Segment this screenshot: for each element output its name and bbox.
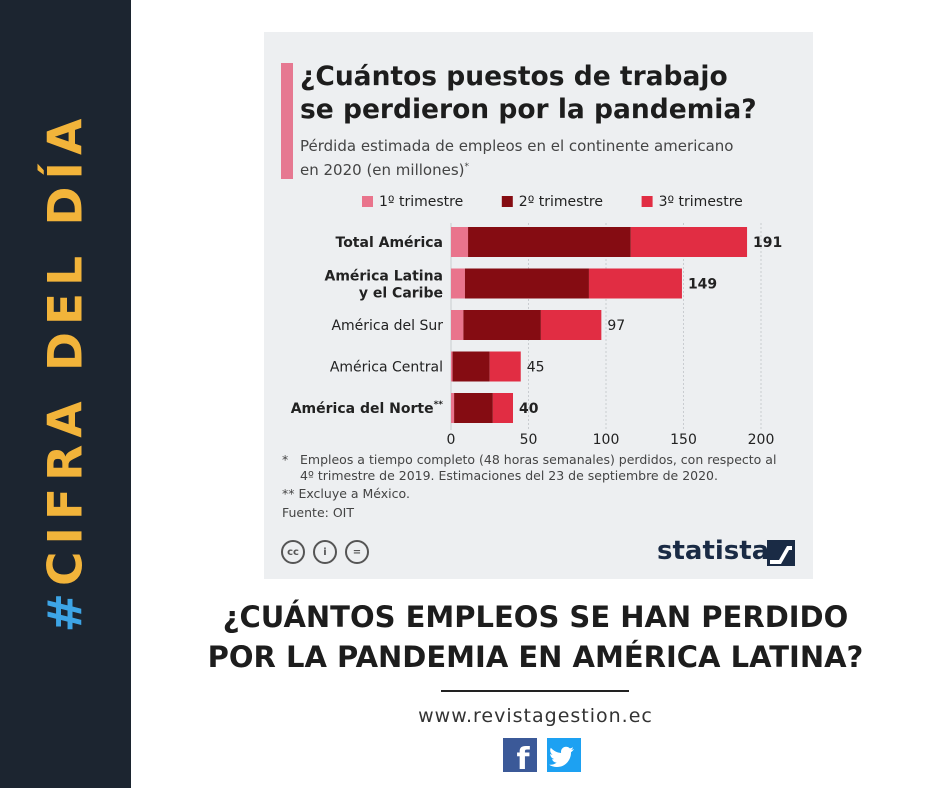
bar-segment-4-2 (452, 351, 490, 382)
legend-label-3: 3º trimestre (659, 194, 743, 210)
category-label-3: América del Sur (331, 318, 443, 334)
source-note: Fuente: OIT (282, 505, 354, 520)
infographic-card (264, 32, 813, 579)
side-label-text: CIFRA DEL DÍA (38, 111, 94, 586)
legend-swatch-1 (362, 196, 373, 207)
website-link[interactable]: www.revistagestion.ec (418, 705, 653, 727)
title-accent-bar (281, 63, 293, 179)
x-tick-label-50: 50 (520, 432, 538, 448)
bar-segment-3-3 (540, 310, 602, 340)
by-icon: i (313, 540, 337, 564)
statista-brand: statista (657, 536, 770, 566)
bar-segment-2-3 (588, 268, 682, 299)
subtitle-line-1: Pérdida estimada de empleos en el contin… (300, 137, 734, 155)
subtitle-footnote-mark: * (464, 162, 470, 172)
title-line-2: se perdieron por la pandemia? (300, 94, 757, 125)
bar-segment-5-2 (454, 393, 493, 423)
total-label-1: 191 (753, 235, 782, 251)
category-label-2: América Latina y el Caribe (324, 269, 443, 302)
bar-segment-4-1 (451, 351, 453, 382)
sidebar-panel: #CIFRA DEL DÍA (0, 0, 131, 788)
footnote-star-line-2: 4º trimestre de 2019. Estimaciones del 2… (300, 468, 718, 483)
bar-segment-2-1 (451, 268, 465, 299)
total-label-3: 97 (607, 318, 625, 334)
twitter-icon[interactable] (547, 738, 581, 772)
category-label-4: América Central (330, 360, 443, 376)
hashtag-symbol: # (38, 585, 94, 633)
legend-swatch-2 (501, 196, 513, 207)
footnote-star-mark: * (282, 452, 289, 467)
bar-segment-5-3 (492, 393, 513, 423)
divider-line (441, 690, 629, 692)
x-tick-label-200: 200 (748, 432, 775, 448)
category-label-1: Total América (336, 235, 444, 251)
category-label-5: América del Norte** (291, 400, 444, 417)
footnote-star-line-1: Empleos a tiempo completo (48 horas sema… (300, 452, 777, 467)
footnote-double-star: ** Excluye a México. (282, 486, 410, 501)
bar-segment-2-2 (464, 268, 589, 299)
legend-label-2: 2º trimestre (519, 194, 603, 210)
bar-segment-1-2 (468, 227, 631, 257)
total-label-4: 45 (527, 360, 545, 376)
legend-swatch-3 (641, 196, 653, 207)
statista-logo-icon (767, 540, 795, 566)
bar-segment-1-3 (630, 227, 748, 257)
headline-line-2: POR LA PANDEMIA EN AMÉRICA LATINA? (207, 640, 864, 674)
bar-segment-5-1 (451, 393, 455, 423)
bar-segment-4-3 (489, 351, 521, 382)
title-line-1: ¿Cuántos puestos de trabajo (300, 61, 728, 92)
bar-segment-3-1 (451, 310, 464, 340)
x-tick-label-100: 100 (593, 432, 620, 448)
x-tick-label-0: 0 (447, 432, 456, 448)
subtitle-line-2: en 2020 (en millones) (300, 161, 465, 179)
facebook-icon[interactable]: f (503, 738, 537, 772)
cifra-del-dia-label: #CIFRA DEL DÍA (39, 112, 94, 633)
chart-subtitle: Pérdida estimada de empleos en el contin… (300, 136, 800, 181)
chart-title: ¿Cuántos puestos de trabajo se perdieron… (300, 60, 800, 126)
cc-icon: cc (281, 540, 305, 564)
stacked-bar-chart: 1º trimestre 2º trimestre 3º trimestre 191 T… (291, 194, 783, 448)
nd-icon: = (345, 540, 369, 564)
bar-segment-3-2 (463, 310, 541, 340)
total-label-5: 40 (519, 401, 539, 417)
headline-line-1: ¿CUÁNTOS EMPLEOS SE HAN PERDIDO (222, 600, 849, 634)
bar-segment-1-1 (451, 227, 469, 257)
facebook-glyph: f (516, 742, 530, 772)
footnote-star: * Empleos a tiempo completo (48 horas sem… (282, 452, 776, 484)
legend-label-1: 1º trimestre (379, 194, 463, 210)
x-tick-label-150: 150 (670, 432, 697, 448)
total-label-2: 149 (688, 277, 717, 293)
